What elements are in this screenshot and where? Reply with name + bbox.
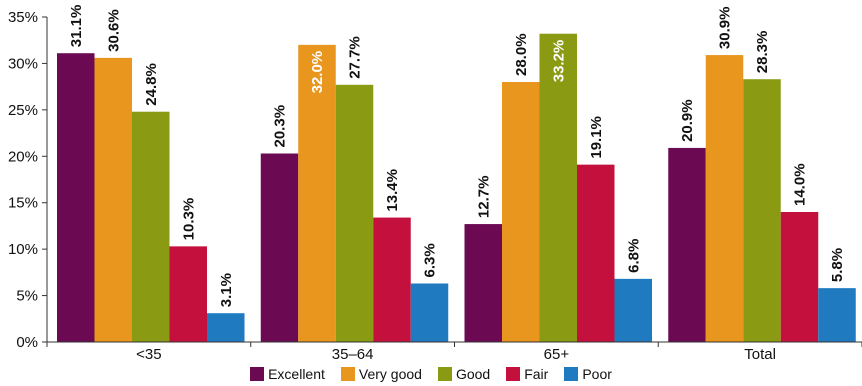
legend-item: Poor	[564, 366, 612, 382]
x-axis: <35 35–64 65+ Total	[46, 341, 862, 363]
legend-swatch	[250, 367, 265, 381]
bar	[614, 278, 652, 342]
data-label: 14.0%	[792, 163, 809, 206]
data-label: 28.0%	[513, 33, 530, 76]
y-tick-label: 30%	[8, 55, 38, 72]
y-tick-label: 25%	[8, 102, 38, 119]
y-tick-label: 35%	[8, 9, 38, 26]
bar	[780, 212, 819, 342]
legend-item: Excellent	[250, 366, 325, 382]
value-labels: 31.1% 30.6% 24.8% 10.3% 3.1% 20.3% 32.0% 27.7% 1…	[68, 5, 846, 308]
bar	[502, 82, 540, 342]
y-tick-label: 0%	[16, 334, 38, 351]
legend-label: Poor	[582, 366, 612, 382]
data-label: 19.1%	[588, 116, 605, 159]
bar	[335, 84, 374, 343]
legend-swatch	[564, 367, 579, 381]
legend-swatch	[506, 367, 521, 381]
legend-item: Fair	[506, 366, 548, 382]
data-label: 30.9%	[717, 7, 734, 50]
data-label: 10.3%	[180, 198, 197, 241]
data-label: 20.3%	[272, 105, 289, 148]
data-label: 3.1%	[218, 273, 235, 307]
bar	[410, 283, 449, 342]
data-label: 24.8%	[143, 63, 160, 106]
data-label: 28.3%	[754, 31, 771, 74]
data-label: 13.4%	[384, 169, 401, 212]
bar	[539, 33, 577, 342]
y-axis: 0% 5% 10% 15% 20% 25% 30% 35%	[8, 9, 48, 351]
bar	[577, 164, 615, 342]
x-category-label: 65+	[544, 346, 570, 363]
x-category-label: <35	[136, 346, 161, 363]
y-tick-label: 15%	[8, 195, 38, 212]
data-label: 6.8%	[625, 239, 642, 273]
legend-swatch	[340, 367, 355, 381]
data-label: 5.8%	[829, 248, 846, 282]
bar	[132, 111, 170, 342]
legend: Excellent Very good Good Fair Poor	[0, 366, 862, 382]
bar	[818, 288, 856, 342]
bar	[207, 313, 245, 342]
bar	[743, 79, 781, 342]
bar	[260, 153, 299, 342]
legend-label: Very good	[358, 366, 422, 382]
bar	[169, 246, 207, 342]
bar	[57, 53, 95, 342]
bars	[57, 33, 856, 343]
y-tick-label: 5%	[16, 288, 38, 305]
data-label: 31.1%	[68, 5, 85, 48]
bar	[94, 57, 132, 342]
bar	[298, 44, 336, 342]
x-category-label: 35–64	[332, 346, 374, 363]
bar	[705, 55, 744, 342]
legend-item: Very good	[340, 366, 422, 382]
bar	[464, 224, 502, 342]
y-tick-label: 20%	[8, 148, 38, 165]
legend-item: Good	[437, 366, 491, 382]
data-label: 27.7%	[347, 36, 364, 79]
x-category-label: Total	[744, 346, 776, 363]
legend-swatch	[437, 367, 452, 381]
bar	[373, 217, 411, 342]
bar	[668, 147, 706, 342]
data-label: 6.3%	[422, 243, 439, 277]
legend-label: Excellent	[268, 366, 325, 382]
data-label: 30.6%	[105, 9, 122, 52]
legend-label: Good	[455, 366, 491, 382]
data-label: 33.2%	[550, 40, 567, 83]
data-label: 20.9%	[679, 99, 696, 142]
data-label: 32.0%	[309, 51, 326, 94]
y-tick-label: 10%	[8, 241, 38, 258]
legend-label: Fair	[524, 366, 549, 382]
data-label: 12.7%	[475, 176, 492, 219]
